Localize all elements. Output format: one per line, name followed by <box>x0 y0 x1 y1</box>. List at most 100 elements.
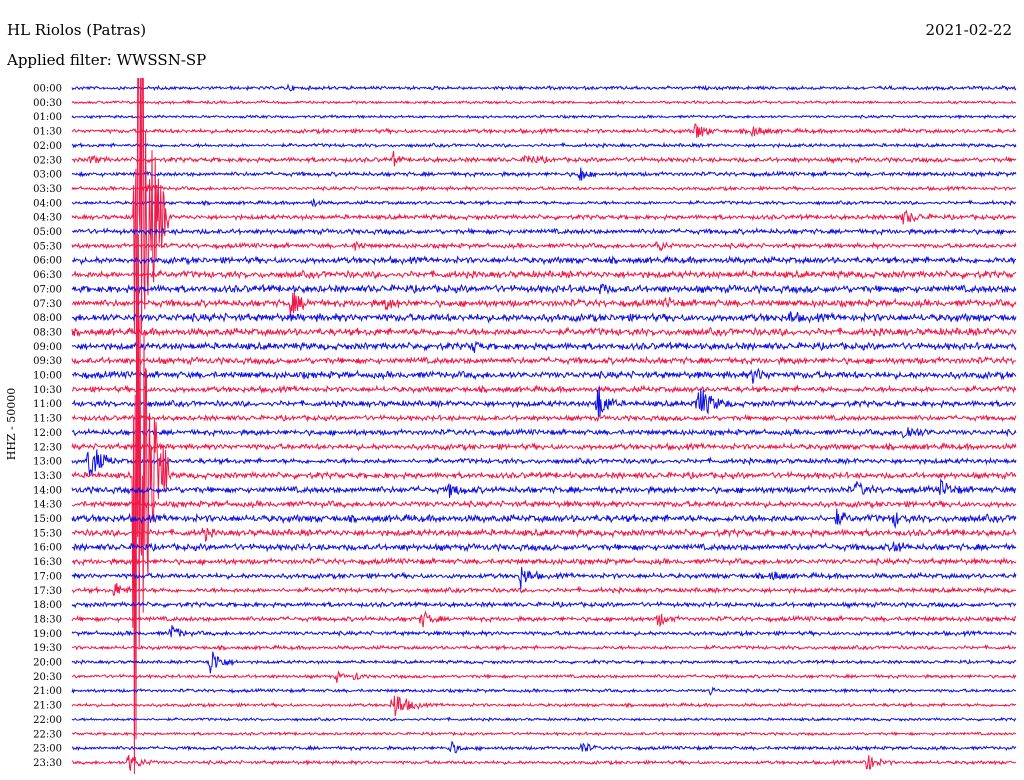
trace-line <box>71 197 1017 208</box>
trace-line <box>71 83 1017 92</box>
trace-line <box>71 283 1017 295</box>
time-label: 06:00 <box>33 256 62 267</box>
trace-line <box>71 141 1017 149</box>
trace-line <box>71 556 1017 567</box>
time-label: 04:00 <box>33 198 62 209</box>
trace-line <box>71 754 1017 771</box>
trace-line <box>71 566 1017 590</box>
trace-line <box>71 499 1017 510</box>
trace-line <box>71 311 1017 324</box>
time-label: 07:00 <box>33 284 62 295</box>
trace-line <box>71 413 1017 423</box>
trace-line <box>71 384 1017 394</box>
trace-line <box>71 643 1016 652</box>
time-label: 03:00 <box>33 170 62 181</box>
time-labels-group: 00:00 00:30 01:00 01:30 02:00 02:30 03:00 03:30… <box>33 84 62 769</box>
time-label: 13:30 <box>33 471 62 482</box>
time-label: 14:00 <box>33 485 62 496</box>
station-title: HL Riolos (Patras) <box>7 21 147 39</box>
trace-line <box>71 240 1017 252</box>
time-label: 10:00 <box>33 371 62 382</box>
time-label: 19:30 <box>33 643 62 654</box>
time-label: 15:30 <box>33 528 62 539</box>
time-label: 06:30 <box>33 270 62 281</box>
time-label: 09:00 <box>33 342 62 353</box>
trace-line <box>71 625 1017 638</box>
trace-line <box>71 441 1017 452</box>
time-label: 09:30 <box>33 356 62 367</box>
time-label: 11:30 <box>33 414 62 425</box>
time-label: 15:00 <box>33 514 62 525</box>
trace-line <box>71 651 1017 674</box>
time-label: 10:30 <box>33 385 62 396</box>
trace-line <box>71 583 1017 597</box>
y-axis-label: HHZ - 50000 <box>5 388 18 461</box>
trace-line <box>71 686 1017 696</box>
time-label: 18:30 <box>33 614 62 625</box>
trace-line <box>71 386 1017 417</box>
trace-line <box>71 610 1017 628</box>
trace-line <box>71 427 1017 439</box>
trace-line <box>71 150 1017 167</box>
time-label: 02:00 <box>33 141 62 152</box>
time-label: 18:00 <box>33 600 62 611</box>
trace-line <box>71 740 1017 754</box>
time-label: 02:30 <box>33 155 62 166</box>
time-label: 14:30 <box>33 500 62 511</box>
trace-line <box>71 355 1016 366</box>
trace-line <box>71 78 1017 484</box>
time-label: 00:00 <box>33 84 62 95</box>
trace-line <box>71 123 1017 139</box>
trace-line <box>71 527 1017 543</box>
trace-line <box>71 695 1017 717</box>
trace-line <box>71 508 1017 529</box>
time-label: 12:00 <box>33 428 62 439</box>
trace-line <box>71 449 1017 476</box>
time-label: 01:00 <box>33 112 62 123</box>
time-label: 20:00 <box>33 658 62 669</box>
time-label: 08:30 <box>33 327 62 338</box>
time-label: 11:00 <box>33 399 62 410</box>
trace-line <box>71 113 1017 120</box>
time-label: 08:00 <box>33 313 62 324</box>
trace-line <box>71 730 1017 737</box>
time-label: 05:00 <box>33 227 62 238</box>
trace-line <box>71 254 1017 266</box>
trace-line <box>71 326 1017 338</box>
trace-line <box>71 99 1017 106</box>
time-label: 21:30 <box>33 701 62 712</box>
time-label: 00:30 <box>33 98 62 109</box>
trace-line <box>71 291 1017 317</box>
time-label: 19:00 <box>33 629 62 640</box>
time-label: 13:00 <box>33 457 62 468</box>
trace-line <box>71 541 1017 553</box>
time-label: 03:30 <box>33 184 62 195</box>
trace-line <box>71 670 1017 683</box>
trace-line <box>71 600 1017 610</box>
trace-line <box>71 716 1017 723</box>
time-label: 16:30 <box>33 557 62 568</box>
trace-line <box>71 478 1017 499</box>
time-label: 21:00 <box>33 686 62 697</box>
time-label: 05:30 <box>33 241 62 252</box>
trace-line <box>71 367 1017 384</box>
time-label: 17:30 <box>33 586 62 597</box>
time-label: 17:00 <box>33 571 62 582</box>
time-label: 04:30 <box>33 213 62 224</box>
time-label: 07:30 <box>33 299 62 310</box>
time-label: 22:00 <box>33 715 62 726</box>
time-label: 23:30 <box>33 758 62 769</box>
traces-group <box>71 78 1017 775</box>
trace-line <box>71 269 1017 280</box>
trace-line <box>71 182 1017 193</box>
time-label: 01:30 <box>33 127 62 138</box>
trace-line <box>71 167 1017 181</box>
time-label: 23:00 <box>33 744 62 755</box>
trace-line <box>71 340 1017 353</box>
trace-line <box>71 227 1017 237</box>
date-label: 2021-02-22 <box>925 21 1012 39</box>
time-label: 16:00 <box>33 543 62 554</box>
time-label: 20:30 <box>33 672 62 683</box>
time-label: 22:30 <box>33 729 62 740</box>
